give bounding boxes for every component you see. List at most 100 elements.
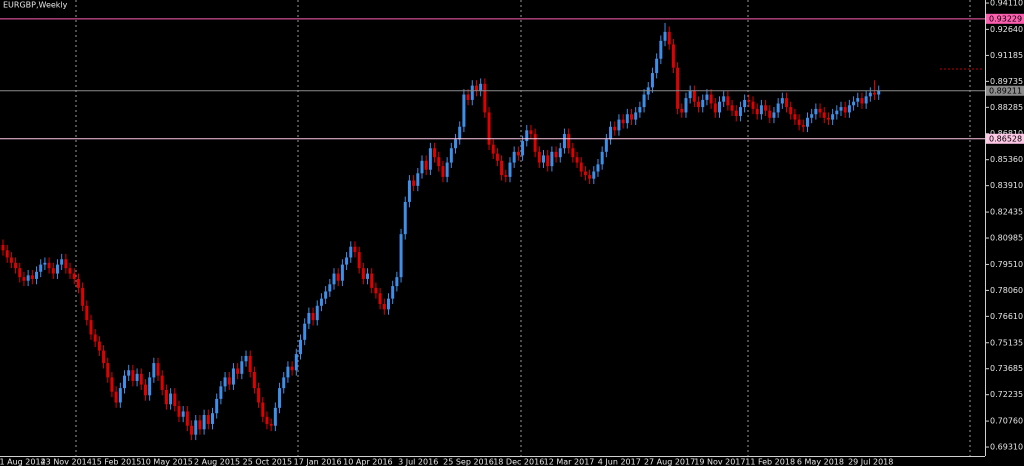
candle-body <box>667 31 671 45</box>
y-tick-label: 0.79510 <box>990 260 1023 269</box>
y-tick-label: 0.76610 <box>990 312 1023 321</box>
candle-body <box>571 148 575 158</box>
candle-body <box>60 259 64 265</box>
y-tick-label: 0.89735 <box>990 77 1023 86</box>
candle-body <box>261 402 265 417</box>
candle-body <box>307 312 311 324</box>
candle-body <box>789 107 793 115</box>
candle-body <box>655 58 659 74</box>
price-label-box <box>986 85 1024 96</box>
candle-body <box>18 268 22 278</box>
candle-body <box>55 264 59 274</box>
candle-body <box>286 366 290 378</box>
x-tick-label: 27 Aug 2017 <box>644 458 695 466</box>
candle-body <box>831 114 835 120</box>
x-tick-label: 31 Aug 2014 <box>0 458 46 466</box>
x-tick-label: 4 Jun 2017 <box>598 458 641 466</box>
candle-body <box>676 67 680 109</box>
candle-body <box>856 98 860 102</box>
candle-body <box>374 287 378 294</box>
candle-body <box>671 44 675 68</box>
candle-body <box>198 420 202 430</box>
candle-body <box>194 420 198 435</box>
candle-body <box>5 250 9 258</box>
candle-body <box>445 162 449 177</box>
candle-body <box>89 320 93 335</box>
candle-body <box>713 103 717 113</box>
candle-body <box>772 112 776 118</box>
candle-body <box>613 126 617 131</box>
x-tick-label: 17 Jan 2016 <box>294 458 342 466</box>
candle-body <box>835 110 839 115</box>
candle-body <box>332 273 336 285</box>
candle-body <box>768 110 772 118</box>
x-tick-label: 15 Feb 2015 <box>92 458 142 466</box>
candle-body <box>642 94 646 108</box>
y-tick-label: 0.82435 <box>990 208 1023 217</box>
candle-body <box>106 363 110 378</box>
candle-body <box>135 373 139 381</box>
x-tick-label: 29 Jul 2018 <box>848 458 893 466</box>
candle-body <box>319 298 323 306</box>
candle-body <box>85 305 89 321</box>
candle-body <box>403 201 407 235</box>
candle-body <box>416 173 420 186</box>
candle-body <box>504 175 508 177</box>
price-label-box <box>986 133 1024 144</box>
candle-body <box>378 293 382 304</box>
candle-body <box>177 406 181 417</box>
candle-body <box>588 175 592 179</box>
candle-body <box>43 262 47 265</box>
x-tick-label: 18 Dec 2016 <box>493 458 544 466</box>
candle-body <box>567 133 571 149</box>
candle-body <box>424 160 428 170</box>
candle-body <box>173 393 177 407</box>
candle-body <box>868 92 872 97</box>
candle-body <box>110 377 114 392</box>
candle-body <box>470 85 474 100</box>
candle-body <box>227 377 231 385</box>
x-tick-label: 3 Jul 2016 <box>398 458 438 466</box>
candle-body <box>596 164 600 172</box>
candle-body <box>600 151 604 165</box>
candle-body <box>462 94 466 127</box>
candle-body <box>47 262 51 269</box>
candle-body <box>793 114 797 120</box>
candle-body <box>751 101 755 109</box>
candle-body <box>148 377 152 396</box>
candle-body <box>579 162 583 172</box>
candle-body <box>542 155 546 163</box>
candle-body <box>219 386 223 399</box>
candle-body <box>764 105 768 111</box>
candle-body <box>269 423 273 426</box>
candle-body <box>759 105 763 115</box>
candle-body <box>290 366 294 371</box>
candle-body <box>248 355 252 373</box>
candle-body <box>273 407 277 426</box>
y-tick-label: 0.94110 <box>990 0 1023 8</box>
candle-body <box>35 271 39 279</box>
candle-body <box>697 101 701 108</box>
x-tick-label: 6 May 2018 <box>797 458 844 466</box>
candle-body <box>583 171 587 176</box>
candle-body <box>399 234 403 278</box>
x-tick-label: 12 Mar 2017 <box>544 458 595 466</box>
candle-body <box>780 98 784 104</box>
candle-body <box>508 162 512 177</box>
candle-body <box>152 363 156 378</box>
candle-body <box>617 119 621 131</box>
candle-body <box>30 275 34 279</box>
candle-body <box>625 114 629 124</box>
candle-body <box>634 112 638 120</box>
y-tick-label: 0.75135 <box>990 338 1023 347</box>
candle-body <box>554 151 558 158</box>
candle-body <box>22 277 26 281</box>
candle-body <box>223 377 227 387</box>
candle-body <box>336 273 340 281</box>
y-tick-label: 0.70760 <box>990 417 1023 426</box>
candle-body <box>244 355 248 362</box>
candle-body <box>123 375 127 389</box>
candle-body <box>315 305 319 321</box>
y-tick-label: 0.88285 <box>990 103 1023 112</box>
